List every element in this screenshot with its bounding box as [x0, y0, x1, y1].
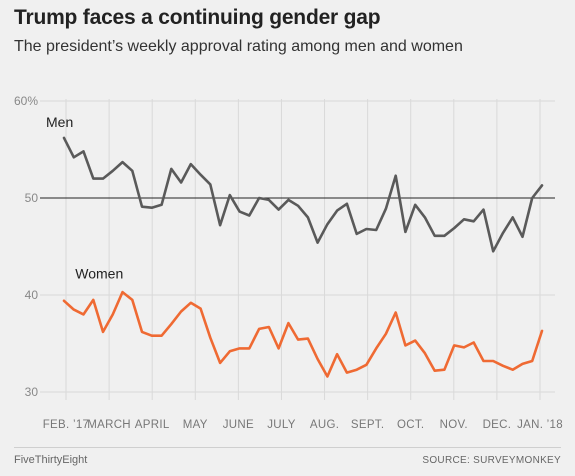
x-tick-label: MARCH	[87, 419, 131, 431]
footer-divider	[14, 447, 561, 448]
series-label-men: Men	[46, 114, 73, 130]
series-labels: Men Women	[46, 114, 123, 281]
x-tick-label: JULY	[267, 419, 295, 431]
series-label-women: Women	[75, 266, 123, 282]
brand-label: FiveThirtyEight	[14, 454, 88, 466]
grid	[40, 99, 555, 400]
x-tick-label: SEPT.	[351, 419, 384, 431]
x-tick-label: APRIL	[135, 419, 170, 431]
x-tick-label: MAY	[183, 419, 208, 431]
series-line-men	[62, 136, 544, 253]
y-axis: 60% 50 40 30	[14, 94, 38, 399]
series-line-women	[62, 290, 544, 378]
x-tick-label: AUG.	[310, 419, 339, 431]
y-tick-label: 60%	[14, 94, 38, 108]
series-group	[62, 136, 544, 378]
x-tick-label: FEB. ’17	[43, 419, 90, 431]
y-tick-label: 30	[25, 385, 39, 399]
x-tick-label: DEC.	[483, 419, 512, 431]
chart-title: Trump faces a continuing gender gap	[14, 6, 381, 29]
x-tick-label: OCT.	[397, 419, 424, 431]
chart-subtitle: The president’s weekly approval rating a…	[14, 38, 463, 55]
source-label: SOURCE: SURVEYMONKEY	[422, 455, 561, 466]
y-tick-label: 40	[25, 288, 39, 302]
y-tick-label: 50	[25, 191, 39, 205]
x-tick-label: JUNE	[223, 419, 254, 431]
x-tick-label: NOV.	[440, 419, 468, 431]
x-tick-label: JAN. ’18	[517, 419, 563, 431]
